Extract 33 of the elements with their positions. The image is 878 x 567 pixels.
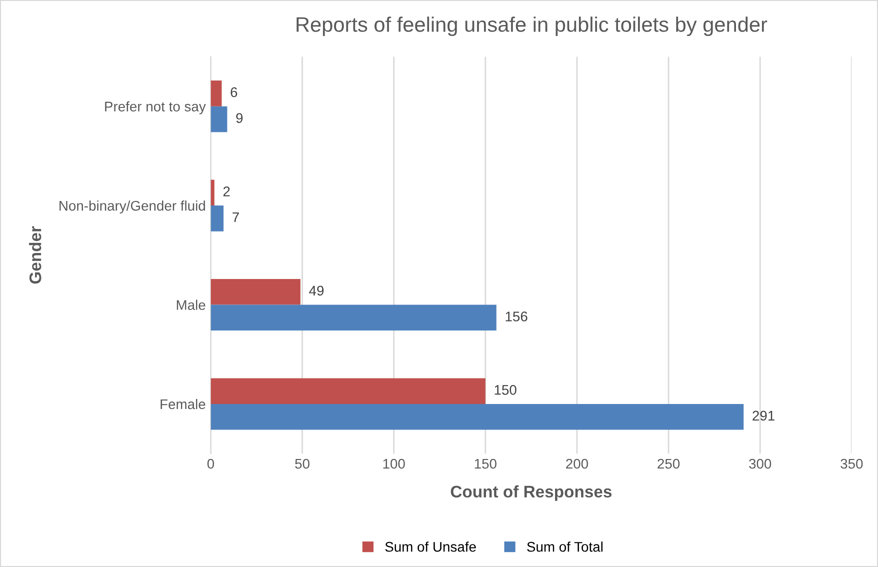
x-tick-label: 350 [840, 458, 863, 469]
bar [210, 378, 486, 404]
bar [210, 404, 744, 430]
bar [210, 80, 222, 106]
data-label: 7 [232, 212, 239, 222]
y-axis-title: Gender [28, 226, 42, 284]
bar [210, 278, 300, 305]
data-label: 2 [223, 186, 230, 196]
data-label: 9 [236, 113, 243, 123]
x-tick-label: 300 [749, 458, 772, 469]
y-tick-label: Male [176, 300, 206, 310]
x-tick-label: 0 [207, 458, 214, 469]
x-tick-label: 100 [383, 458, 405, 469]
data-label: 49 [309, 286, 324, 296]
x-tick-label: 50 [295, 458, 310, 469]
data-label: 291 [752, 410, 774, 421]
bar [210, 304, 496, 331]
y-tick-label: Female [160, 398, 206, 410]
y-tick-label: Non-binary/Gender fluid [60, 200, 205, 214]
chart-title: Reports of feeling unsafe in public toilets by gender [296, 16, 768, 36]
x-tick-label: 150 [474, 458, 496, 469]
data-label: 156 [506, 312, 528, 322]
legend-label: Sum of Unsafe [385, 542, 476, 552]
y-tick-label: Prefer not to say [105, 101, 206, 114]
bar [210, 106, 228, 132]
bar [210, 206, 224, 232]
data-label: 6 [230, 87, 238, 98]
legend-label: Sum of Total [527, 542, 602, 552]
data-label: 150 [494, 384, 516, 395]
x-axis-title: Count of Responses [450, 485, 612, 501]
bar [210, 180, 214, 206]
x-tick-label: 250 [658, 458, 680, 469]
x-tick-label: 200 [566, 458, 588, 469]
